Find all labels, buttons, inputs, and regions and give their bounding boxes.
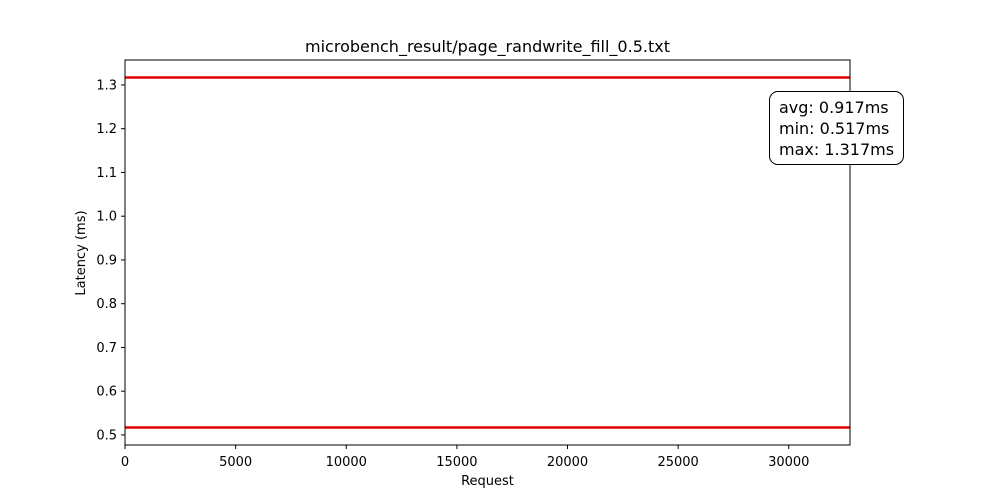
y-tick-label: 0.6 [96, 385, 117, 400]
stats-avg: avg: 0.917ms [779, 98, 889, 117]
y-tick-label: 0.9 [96, 253, 117, 268]
x-tick-label: 15000 [436, 455, 477, 470]
y-axis: 0.5 0.6 0.7 0.8 0.9 1.0 1.1 1.2 1.3 [96, 78, 125, 443]
x-tick-label: 0 [121, 455, 129, 470]
y-tick-label: 1.2 [96, 122, 117, 137]
y-tick-label: 0.5 [96, 428, 117, 443]
y-tick-label: 0.7 [96, 341, 117, 356]
x-tick-label: 30000 [768, 455, 809, 470]
x-tick-label: 10000 [326, 455, 367, 470]
x-tick-label: 5000 [219, 455, 252, 470]
stats-min: min: 0.517ms [779, 119, 890, 138]
x-tick-label: 20000 [547, 455, 588, 470]
stats-max: max: 1.317ms [779, 140, 895, 159]
y-axis-label: Latency (ms) [74, 210, 89, 295]
chart-title: microbench_result/page_randwrite_fill_0.… [305, 37, 670, 57]
y-tick-label: 1.3 [96, 78, 117, 93]
y-tick-label: 1.0 [96, 210, 117, 225]
plot-frame [124, 59, 851, 446]
x-axis-label: Request [461, 474, 514, 489]
x-tick-label: 25000 [657, 455, 698, 470]
stats-annotation: avg: 0.917ms min: 0.517ms max: 1.317ms [769, 91, 904, 165]
y-tick-label: 0.8 [96, 297, 117, 312]
x-axis: 0 5000 10000 15000 20000 25000 30000 [121, 445, 809, 470]
plot-area [124, 59, 851, 446]
y-tick-label: 1.1 [96, 166, 117, 181]
